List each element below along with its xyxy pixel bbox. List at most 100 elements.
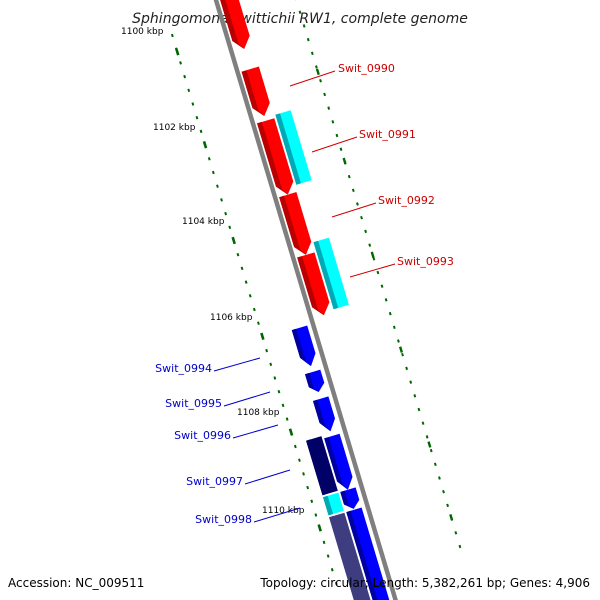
tick-dot	[347, 174, 351, 179]
tick-major-mark	[231, 236, 236, 245]
genome-summary-text: Topology: circular; Length: 5,382,261 bp…	[259, 576, 590, 590]
gene-arrow-swit0999-shade	[346, 510, 378, 600]
tick-dot	[322, 540, 326, 545]
tick-dot	[315, 65, 318, 69]
tick-dot	[281, 403, 285, 408]
tick-dot	[330, 568, 334, 572]
gene-arrow-swit0994-shade	[291, 328, 311, 367]
feature-block-slate-shade	[329, 515, 359, 600]
tick-dot	[265, 348, 269, 353]
tick-dot	[334, 581, 338, 586]
gene-arrow-swit0993-shade	[297, 256, 324, 316]
tick-dot	[458, 544, 462, 549]
tick-dot	[417, 407, 421, 412]
tick-dot	[401, 352, 404, 357]
tick-dot	[195, 115, 199, 120]
tick-labels: 1100 kbp 1102 kbp 1104 kbp 1106 kbp 1108 kbp…	[121, 27, 305, 516]
gene-arrow-swit0998-shade	[340, 490, 354, 509]
tick-dot	[425, 435, 429, 439]
tick-dot	[335, 133, 339, 138]
feature-block-cyan-shade	[323, 495, 334, 516]
tick-dot	[298, 458, 301, 462]
label-leader-line	[253, 507, 301, 523]
tick-label: 1102 kbp	[153, 123, 196, 133]
tick-dot	[421, 421, 425, 425]
tick-dot	[285, 417, 289, 421]
tick-dot	[368, 243, 372, 247]
gene-label: Swit_0998	[195, 513, 252, 526]
tick-dot	[224, 211, 228, 216]
tick-major-mark	[449, 514, 454, 521]
tick-dot	[306, 485, 310, 490]
tick-dot	[273, 376, 277, 380]
tick-dot	[405, 366, 409, 371]
gene-arrow-swit0999	[346, 507, 390, 600]
tick-dot	[326, 554, 330, 558]
tick-dot	[298, 10, 302, 14]
tick-dot	[356, 202, 359, 206]
label-leader-line	[223, 391, 271, 407]
gene-label: Swit_0990	[338, 62, 395, 75]
tick-dot	[236, 252, 240, 257]
feature-block-cyan-shade	[313, 240, 339, 310]
tick-dot	[179, 61, 182, 65]
label-leader-line	[213, 357, 261, 372]
gene-label: Swit_0992	[378, 194, 435, 207]
gene-features	[220, 0, 390, 600]
tick-dot	[207, 157, 211, 161]
tick-dot	[302, 24, 306, 28]
tick-dot	[310, 51, 314, 56]
tick-dot	[220, 198, 223, 202]
tick-major-mark	[370, 251, 375, 259]
label-leader-line	[331, 202, 377, 218]
feature-block-navy-shade	[306, 439, 328, 496]
gene-label: Swit_0995	[165, 397, 222, 410]
tick-major-mark	[260, 332, 265, 341]
tick-label: 1110 kbp	[262, 506, 305, 516]
gene-label: Swit_0997	[186, 475, 243, 488]
tick-dot	[199, 129, 203, 134]
tick-major-mark	[427, 441, 432, 448]
tick-dot	[244, 280, 248, 284]
tick-major-mark	[174, 48, 180, 56]
tick-dot	[429, 448, 433, 453]
gene-labels: Swit_0990 Swit_0991 Swit_0992 Swit_0993 Swit…	[155, 62, 454, 526]
tick-dot	[240, 266, 244, 271]
tick-dot	[306, 37, 310, 42]
gene-arrow-swit0992-shade	[279, 195, 306, 255]
tick-dot	[228, 225, 232, 230]
tick-dot	[384, 298, 388, 302]
gene-arrow-swit0997-shade	[324, 437, 348, 490]
gene-arrow-swit0995-shade	[305, 372, 319, 392]
tick-dot	[360, 215, 363, 220]
backbone	[213, 0, 398, 600]
label-leader-line	[232, 424, 279, 439]
tick-dot	[380, 284, 384, 288]
tick-dot	[293, 444, 297, 449]
label-leader-line	[349, 263, 396, 278]
tick-major-mark	[202, 140, 208, 149]
tick-major-mark	[315, 68, 320, 76]
backbone-line	[213, 0, 398, 600]
tick-dot	[191, 102, 195, 106]
gene-arrow-swit0990-shade	[241, 70, 265, 116]
accession-text: Accession: NC_009511	[8, 576, 144, 590]
tick-dot	[269, 362, 273, 367]
tick-dot	[314, 513, 318, 517]
gene-label: Swit_0996	[174, 429, 231, 442]
label-leader-line	[289, 70, 336, 87]
tick-dot	[327, 106, 331, 110]
tick-dot	[392, 325, 396, 330]
tick-dot	[211, 170, 215, 175]
tick-dot	[438, 476, 441, 480]
tick-dot	[351, 188, 355, 193]
tick-major-mark	[288, 428, 294, 436]
gene-label: Swit_0993	[397, 255, 454, 268]
tick-dot	[433, 462, 437, 467]
tick-dot	[216, 184, 219, 188]
gene-arrow-swit0991-shade	[257, 121, 288, 195]
tick-major-mark	[342, 157, 347, 165]
tick-major-mark	[317, 524, 322, 532]
tick-dot	[323, 92, 327, 97]
